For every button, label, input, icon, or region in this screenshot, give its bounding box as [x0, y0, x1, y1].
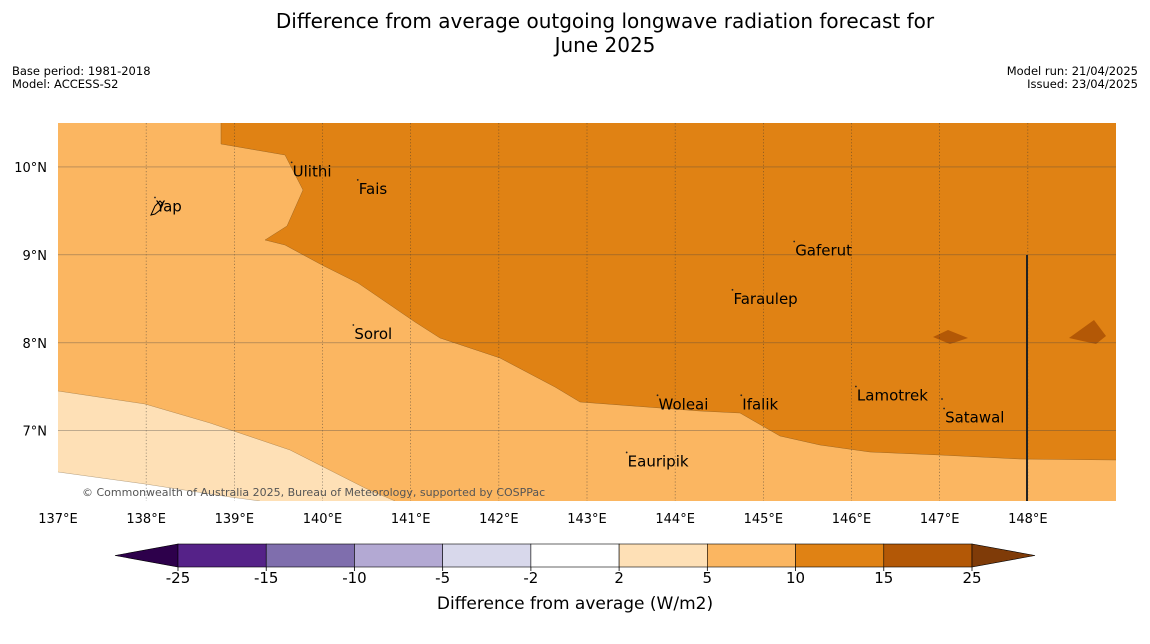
island-marker: [290, 161, 293, 164]
island-marker: [625, 451, 628, 454]
colorbar-tick-label: 2: [614, 569, 624, 587]
longitude-tick-label: 147°E: [920, 512, 960, 527]
colorbar-label: Difference from average (W/m2): [437, 594, 713, 614]
issued-date: Issued: 23/04/2025: [1027, 77, 1138, 91]
island-marker: [941, 398, 943, 400]
longitude-tick-label: 145°E: [744, 512, 784, 527]
colorbar-tick-label: 25: [962, 569, 981, 587]
longitude-tick-label: 146°E: [832, 512, 872, 527]
colorbar-tick-label: -10: [342, 569, 367, 587]
colorbar-tick-label: -25: [166, 569, 191, 587]
place-label-lamotrek: Lamotrek: [857, 387, 928, 405]
longitude-tick-label: 139°E: [215, 512, 255, 527]
axis-tick-labels: 137°E 138°E 139°E 140°E 141°E 142°E 143°E 144°E…: [14, 161, 1047, 527]
longitude-tick-label: 138°E: [126, 512, 166, 527]
colorbar-tick-label: 10: [786, 569, 805, 587]
contour-line-2: [58, 471, 261, 501]
latitude-tick-label: 10°N: [14, 161, 47, 176]
colorbar-segment: [442, 543, 532, 568]
title-line-2: June 2025: [554, 33, 656, 57]
place-label-ifalik: Ifalik: [742, 395, 778, 413]
chart-title: Difference from average outgoing longwav…: [0, 9, 1150, 57]
anomaly-band-10-15: [221, 123, 1116, 460]
place-label-yap: Yap: [155, 198, 182, 216]
meta-right: Model run: 21/04/2025 Issued: 23/04/2025: [1007, 65, 1138, 91]
meta-left: Base period: 1981-2018 Model: ACCESS-S2: [12, 65, 151, 91]
colorbar-tick-label: 5: [703, 569, 713, 587]
model-name: Model: ACCESS-S2: [12, 77, 119, 91]
colorbar-segment: [177, 543, 267, 568]
colorbar-tick-label: -15: [254, 569, 279, 587]
island-marker: [731, 288, 734, 291]
anomaly-band-2-5: [58, 391, 395, 501]
island-marker: [740, 394, 743, 397]
colorbar-tick-label: -5: [435, 569, 450, 587]
anomaly-patch-15-25: [1069, 320, 1106, 344]
colorbar-segment: [530, 543, 620, 568]
contour-line-5: [58, 390, 396, 501]
colorbar-segment: [883, 543, 973, 568]
latitude-tick-label: 7°N: [23, 425, 48, 440]
contour-line-10: [220, 123, 1116, 461]
place-label-satawal: Satawal: [945, 408, 1004, 426]
model-run: Model run: 21/04/2025: [1006, 64, 1138, 78]
place-label-woleai: Woleai: [659, 395, 709, 413]
longitude-tick-label: 140°E: [303, 512, 343, 527]
colorbar-segment: [354, 543, 443, 568]
graticule: [58, 123, 1116, 501]
colorbar: -25 -15 -10 -5 -2 2 5 10 15 25: [114, 543, 1036, 587]
title-line-1: Difference from average outgoing longwav…: [275, 9, 935, 33]
island-marker: [855, 385, 857, 388]
copyright-credit: © Commonwealth of Australia 2025, Bureau…: [82, 486, 545, 499]
longitude-tick-label: 137°E: [38, 512, 78, 527]
island-marker: [154, 196, 156, 199]
colorbar-tick-label: -2: [523, 569, 538, 587]
colorbar-segment: [618, 543, 708, 568]
place-label-gaferut: Gaferut: [795, 241, 852, 259]
longitude-tick-label: 148°E: [1008, 512, 1048, 527]
island-marker: [793, 240, 796, 243]
place-label-fais: Fais: [359, 180, 388, 198]
island-marker: [356, 179, 359, 181]
latitude-tick-label: 8°N: [23, 337, 48, 352]
colorbar-segment: [795, 543, 885, 568]
place-label-faraulep: Faraulep: [733, 290, 797, 308]
island-marker: [352, 324, 355, 326]
colorbar-segment: [707, 543, 796, 568]
island-marker: [943, 407, 945, 410]
colorbar-extend-high: [971, 543, 1036, 568]
longitude-tick-label: 144°E: [655, 512, 695, 527]
longitude-tick-label: 141°E: [391, 512, 431, 527]
colorbar-extend-low: [114, 543, 179, 568]
island-marker: [656, 394, 659, 397]
base-period: Base period: 1981-2018: [12, 64, 151, 78]
anomaly-band-below-2: [58, 472, 260, 501]
place-label-ulithi: Ulithi: [293, 162, 332, 180]
yap-island-outline: [150, 200, 164, 216]
latitude-tick-label: 9°N: [23, 249, 48, 264]
colorbar-segment: [265, 543, 355, 568]
place-label-sorol: Sorol: [354, 325, 392, 343]
anomaly-patch-15-25: [933, 330, 968, 344]
colorbar-tick-label: 15: [874, 569, 893, 587]
longitude-tick-label: 143°E: [567, 512, 607, 527]
place-labels: Ulithi Yap Fais Gaferut Faraulep Sorol Lamotre…: [154, 161, 1004, 470]
place-label-eauripik: Eauripik: [628, 452, 689, 470]
longitude-tick-label: 142°E: [479, 512, 519, 527]
